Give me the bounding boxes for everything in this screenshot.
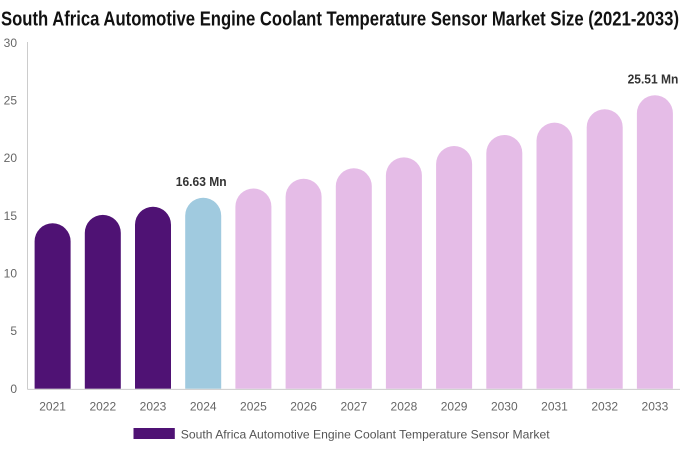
svg-text:2027: 2027 [340,399,367,413]
svg-text:25.51 Mn: 25.51 Mn [628,72,679,87]
svg-text:2029: 2029 [441,399,468,413]
svg-text:2022: 2022 [89,399,116,413]
svg-text:2031: 2031 [541,399,568,413]
svg-text:2026: 2026 [290,399,317,413]
svg-text:30: 30 [4,36,18,50]
svg-text:10: 10 [4,267,18,281]
svg-text:16.63 Mn: 16.63 Mn [176,174,227,189]
svg-text:20: 20 [4,151,18,165]
svg-text:2024: 2024 [190,399,217,413]
svg-text:South Africa Automotive Engine: South Africa Automotive Engine Coolant T… [181,428,550,442]
svg-text:25: 25 [4,94,18,108]
svg-text:2025: 2025 [240,399,267,413]
svg-text:2028: 2028 [391,399,418,413]
svg-text:South Africa Automotive Engine: South Africa Automotive Engine Coolant T… [1,8,679,30]
svg-text:2033: 2033 [642,399,669,413]
svg-text:2023: 2023 [140,399,167,413]
svg-text:2032: 2032 [591,399,618,413]
svg-text:0: 0 [10,382,17,396]
svg-text:15: 15 [4,209,18,223]
svg-text:2021: 2021 [39,399,66,413]
svg-text:2030: 2030 [491,399,518,413]
svg-text:5: 5 [10,324,17,338]
